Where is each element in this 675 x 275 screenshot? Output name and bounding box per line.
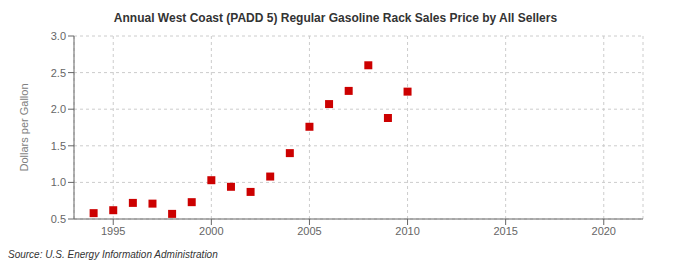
svg-text:2020: 2020 — [592, 225, 616, 237]
svg-text:1995: 1995 — [101, 225, 125, 237]
svg-text:2010: 2010 — [395, 225, 419, 237]
svg-text:2.0: 2.0 — [51, 103, 66, 115]
html-text:Source: U.S. Energy Informatio: Source: U.S. Energy Information Administ… — [8, 249, 218, 260]
html-text:Annual West Coast (PADD 5) Reg: Annual West Coast (PADD 5) Regular Gasol… — [113, 11, 558, 25]
svg-text:0.5: 0.5 — [51, 213, 66, 225]
svg-text:2.5: 2.5 — [51, 67, 66, 79]
svg-text:Dollars per Gallon: Dollars per Gallon — [18, 83, 30, 171]
svg-text:3.0: 3.0 — [51, 30, 66, 42]
svg-text:2005: 2005 — [297, 225, 321, 237]
svg-text:1.5: 1.5 — [51, 140, 66, 152]
svg-text:1.0: 1.0 — [51, 176, 66, 188]
svg-text:2015: 2015 — [493, 225, 517, 237]
svg-text:2000: 2000 — [199, 225, 223, 237]
